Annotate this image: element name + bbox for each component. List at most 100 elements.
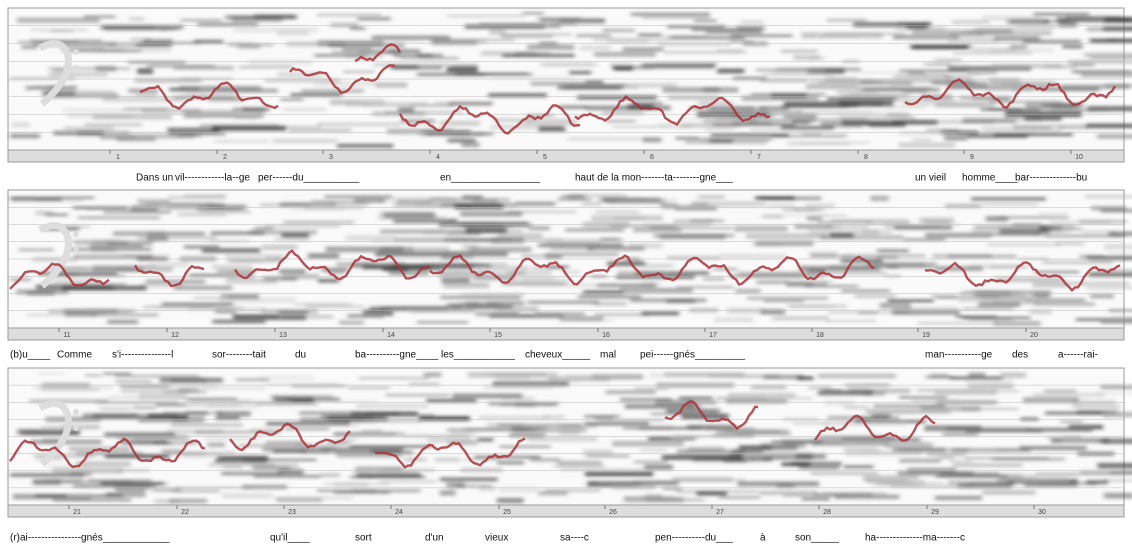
harmonic-band [777, 214, 826, 217]
harmonic-band [276, 30, 309, 36]
harmonic-band [261, 308, 318, 314]
harmonic-band [460, 211, 523, 217]
harmonic-band [990, 63, 1062, 69]
harmonic-band [83, 15, 116, 19]
timeline-label: 22 [181, 509, 189, 516]
harmonic-band [527, 436, 598, 442]
harmonic-band [782, 417, 819, 421]
lyric: un vieil [915, 173, 946, 184]
harmonic-band [1006, 18, 1050, 25]
harmonic-band [843, 405, 870, 410]
harmonic-band [385, 393, 450, 397]
harmonic-band [796, 376, 814, 381]
harmonic-band [877, 249, 909, 253]
harmonic-band [345, 234, 396, 241]
clef-icon [38, 222, 72, 289]
strip: 11 12 13 14 15 16 17 18 19 20 (b)u____ Comme s'i----… [7, 189, 1132, 361]
harmonic-band [805, 203, 835, 209]
harmonic-band [1015, 25, 1072, 28]
harmonic-band [550, 248, 594, 251]
pitch-curve [374, 437, 526, 469]
lyric: des [1012, 350, 1028, 361]
harmonic-band [50, 29, 74, 33]
harmonic-band [117, 266, 173, 273]
harmonic-band [1087, 105, 1132, 112]
harmonic-band [115, 488, 146, 492]
harmonic-band [732, 448, 763, 453]
harmonic-band [545, 238, 625, 242]
harmonic-band [145, 279, 206, 284]
harmonic-band [447, 428, 527, 432]
harmonic-band [350, 411, 418, 417]
harmonic-band [705, 127, 735, 132]
harmonic-band [622, 426, 702, 430]
harmonic-band [361, 429, 383, 433]
harmonic-band [915, 388, 999, 393]
strip: 21 22 23 24 25 26 27 28 29 30 (r)ai---------------… [7, 367, 1132, 544]
harmonic-band [465, 227, 507, 234]
harmonic-band [446, 482, 465, 489]
timeline-label: 5 [543, 154, 547, 161]
harmonic-band [894, 97, 956, 102]
harmonic-band [1090, 293, 1114, 299]
harmonic-band [155, 403, 188, 407]
harmonic-band [473, 275, 515, 281]
harmonic-band [393, 218, 458, 224]
harmonic-band [423, 372, 442, 378]
harmonic-band [1085, 123, 1132, 129]
harmonic-band [876, 255, 899, 260]
harmonic-band [375, 82, 408, 88]
timeline-label: 14 [387, 332, 395, 339]
harmonic-band [235, 378, 269, 382]
harmonic-band [562, 270, 580, 275]
harmonic-band [741, 20, 764, 23]
timeline-bar [7, 504, 1125, 518]
harmonic-band [595, 210, 640, 214]
harmonic-band [798, 141, 870, 144]
harmonic-band [272, 138, 338, 144]
harmonic-band [263, 276, 298, 281]
harmonic-band [665, 408, 717, 415]
lyric: Comme [57, 350, 92, 361]
harmonic-band [622, 82, 678, 88]
harmonic-band [120, 440, 167, 445]
harmonic-band [841, 120, 906, 126]
harmonic-band [642, 15, 711, 19]
harmonic-band [607, 261, 646, 267]
harmonic-band [497, 233, 543, 239]
pitch-curve [9, 437, 206, 469]
harmonic-band [99, 406, 132, 412]
harmonic-band [439, 489, 456, 496]
harmonic-band [1025, 298, 1086, 303]
harmonic-band [264, 78, 341, 83]
harmonic-band [675, 136, 700, 140]
harmonic-band [433, 197, 510, 203]
harmonic-band [463, 458, 498, 461]
harmonic-band [609, 63, 633, 66]
harmonic-band [578, 318, 614, 321]
harmonic-band [218, 297, 296, 303]
harmonic-band [214, 139, 269, 143]
harmonic-band [899, 458, 941, 463]
harmonic-band [196, 206, 244, 211]
harmonic-band [669, 35, 745, 40]
harmonic-band [382, 267, 409, 272]
harmonic-band [768, 396, 813, 400]
harmonic-band [949, 460, 973, 463]
harmonic-band [854, 294, 896, 298]
harmonic-band [538, 428, 589, 431]
harmonic-band [917, 321, 999, 325]
harmonic-band [1109, 316, 1132, 320]
harmonic-band [947, 37, 999, 44]
harmonic-band [375, 251, 448, 257]
harmonic-band [499, 238, 563, 242]
timeline-label: 4 [436, 154, 440, 161]
harmonic-band [903, 238, 946, 241]
harmonic-band [732, 76, 767, 81]
harmonic-band [185, 410, 208, 416]
harmonic-band [633, 480, 679, 486]
harmonic-band [278, 269, 306, 274]
harmonic-band [284, 125, 322, 130]
harmonic-band [634, 271, 710, 276]
harmonic-band [819, 214, 848, 218]
